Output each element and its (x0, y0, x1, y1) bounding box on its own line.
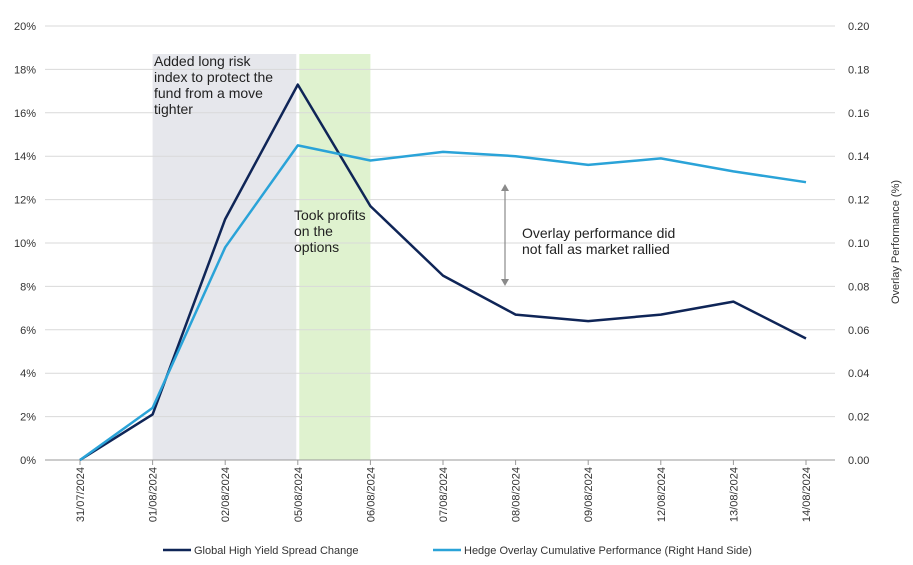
series-lines (79, 83, 807, 462)
annotation-line: options (294, 239, 339, 255)
annotation-line: not fall as market rallied (522, 241, 670, 257)
x-tick-label: 13/08/2024 (728, 467, 740, 522)
x-tick-label: 07/08/2024 (438, 467, 450, 522)
annotation-line: on the (294, 223, 333, 239)
x-axis: 31/07/2024 01/08/2024 02/08/2024 05/08/2024… (75, 460, 813, 522)
right-tick-label: 0.02 (848, 412, 869, 424)
annotation-line: tighter (154, 101, 193, 117)
series-line-0 (79, 83, 807, 462)
annotation-line: fund from a move (154, 85, 263, 101)
legend: Global High Yield Spread Change Hedge Ov… (163, 545, 752, 557)
right-tick-label: 0.16 (848, 108, 869, 120)
right-tick-label: 0.00 (848, 455, 869, 467)
left-tick-label: 0% (20, 455, 36, 467)
left-tick-label: 10% (14, 238, 36, 250)
arrow-head-down (501, 279, 509, 286)
left-tick-label: 12% (14, 195, 36, 207)
left-tick-label: 16% (14, 108, 36, 120)
left-tick-label: 14% (14, 151, 36, 163)
left-tick-label: 20% (14, 21, 36, 33)
shaded-region (152, 54, 297, 460)
gridlines (45, 25, 835, 461)
double-arrow-annotation (501, 184, 509, 286)
right-tick-label: 0.18 (848, 64, 869, 76)
left-tick-label: 18% (14, 64, 36, 76)
right-tick-label: 0.08 (848, 281, 869, 293)
annotation-line: Overlay performance did (522, 225, 675, 241)
x-tick-label: 06/08/2024 (365, 467, 377, 522)
right-tick-label: 0.20 (848, 21, 869, 33)
left-y-axis: 0% 2% 4% 6% 8% 10% 12% 14% 16% 18% 20% (14, 21, 36, 467)
shaded-region (299, 54, 371, 460)
right-tick-label: 0.10 (848, 238, 869, 250)
right-axis-title: Overlay Performance (%) (890, 180, 902, 304)
series-line-1 (79, 144, 807, 462)
annotations: Added long risk index to protect the fun… (154, 53, 679, 257)
x-tick-label: 05/08/2024 (293, 467, 305, 522)
right-tick-label: 0.06 (848, 325, 869, 337)
annotation-line: index to protect the (154, 69, 273, 85)
arrow-head-up (501, 184, 509, 191)
shaded-bands (152, 54, 371, 460)
x-tick-label: 01/08/2024 (148, 467, 160, 522)
right-y-axis: 0.00 0.02 0.04 0.06 0.08 0.10 0.12 0.14 0.16 0.18… (848, 21, 869, 467)
x-tick-label: 31/07/2024 (75, 467, 87, 522)
right-tick-label: 0.14 (848, 151, 869, 163)
x-tick-label: 14/08/2024 (801, 467, 813, 522)
legend-label-spread: Global High Yield Spread Change (194, 545, 359, 557)
left-tick-label: 4% (20, 368, 36, 380)
left-tick-label: 8% (20, 281, 36, 293)
annotation-overlay-performance: Overlay performance did not fall as mark… (522, 225, 679, 257)
right-tick-label: 0.12 (848, 195, 869, 207)
right-tick-label: 0.04 (848, 368, 869, 380)
x-tick-label: 02/08/2024 (220, 467, 232, 522)
x-tick-label: 09/08/2024 (583, 467, 595, 522)
legend-label-overlay: Hedge Overlay Cumulative Performance (Ri… (464, 545, 752, 557)
x-tick-label: 08/08/2024 (511, 467, 523, 522)
left-tick-label: 6% (20, 325, 36, 337)
annotation-added-long-risk: Added long risk index to protect the fun… (154, 53, 277, 117)
x-tick-label: 12/08/2024 (656, 467, 668, 522)
annotation-took-profits: Took profits on the options (294, 207, 369, 255)
annotation-line: Took profits (294, 207, 366, 223)
left-tick-label: 2% (20, 412, 36, 424)
annotation-line: Added long risk (154, 53, 252, 69)
